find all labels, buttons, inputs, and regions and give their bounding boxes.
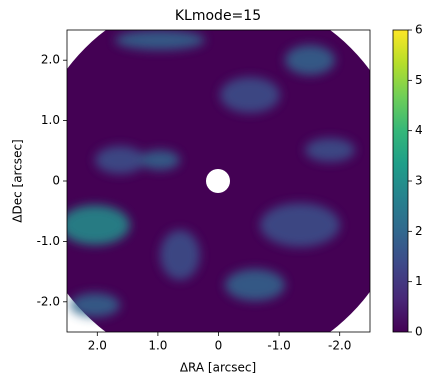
colorbar-tick-label: 4 [415,123,423,137]
y-tick-label: -2.0 [37,294,60,308]
colorbar-tick-label: 1 [415,274,423,288]
y-tick-label: 0 [52,174,60,188]
y-axis-label: ΔDec [arcsec] [11,139,25,222]
colorbar-tick-label: 3 [415,174,423,188]
image-field [67,30,370,332]
y-tick-label: 1.0 [41,113,60,127]
y-tick-label: 2.0 [41,53,60,67]
x-tick-label: -1.0 [267,339,290,353]
colorbar-tick-label: 6 [415,23,423,37]
colorbar-tick-label: 2 [415,224,423,238]
x-tick-label: 2.0 [88,339,107,353]
chart-title: KLmode=15 [175,8,261,24]
colorbar-tick-label: 0 [415,325,423,339]
colorbar-tick-label: 5 [415,73,423,87]
image-texture [67,30,355,317]
y-tick-label: -1.0 [37,234,60,248]
x-tick-label: 0 [215,339,223,353]
x-tick-label: -2.0 [328,339,351,353]
x-tick-label: 1.0 [148,339,167,353]
colorbar [392,29,409,333]
x-axis-label: ΔRA [arcsec] [180,361,256,375]
